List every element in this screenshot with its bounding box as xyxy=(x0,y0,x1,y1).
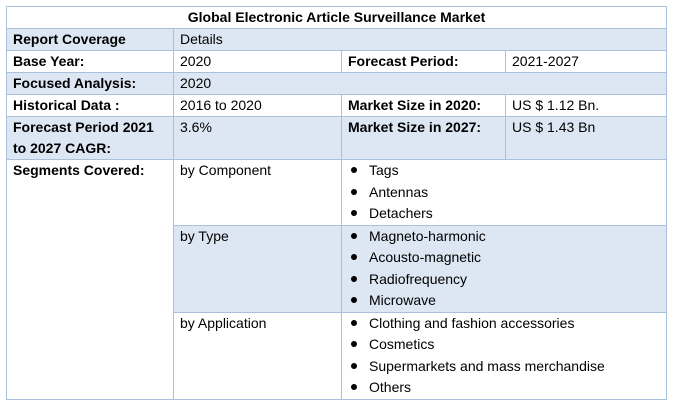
list-item: Microwave xyxy=(348,290,660,312)
segments-covered-label: Segments Covered: xyxy=(6,159,174,400)
list-item: Supermarkets and mass merchandise xyxy=(348,356,660,378)
segment-items-cell: Tags Antennas Detachers xyxy=(340,159,668,226)
bullet-icon xyxy=(351,210,357,216)
report-coverage-value: Details xyxy=(172,28,668,51)
forecast-cagr-label: Forecast Period 2021 to 2027 CAGR: xyxy=(6,116,174,160)
market-size-2027-label: Market Size in 2027: xyxy=(341,116,506,160)
segment-list: Magneto-harmonic Acousto-magnetic Radiof… xyxy=(348,226,660,312)
list-item-label: Cosmetics xyxy=(369,336,435,352)
forecast-period-label: Forecast Period: xyxy=(341,50,506,73)
base-year-row: Base Year: 2020 Forecast Period: 2021-20… xyxy=(6,50,668,73)
bullet-icon xyxy=(351,188,357,195)
segment-application-row: by Application Clothing and fashion acce… xyxy=(7,311,668,400)
focused-analysis-label: Focused Analysis: xyxy=(6,72,174,95)
historical-data-value: 2016 to 2020 xyxy=(173,94,342,117)
bullet-icon xyxy=(351,254,357,260)
bullet-icon xyxy=(351,384,357,390)
title-row: Global Electronic Article Surveillance M… xyxy=(5,6,668,29)
report-coverage-row: Report Coverage Details xyxy=(6,28,668,51)
market-size-2020-label: Market Size in 2020: xyxy=(341,94,506,117)
list-item: Acousto-magnetic xyxy=(348,247,660,269)
list-item: Detachers xyxy=(348,203,660,225)
segment-group-name: by Application xyxy=(173,311,342,400)
bullet-icon xyxy=(351,297,357,303)
list-item: Magneto-harmonic xyxy=(348,226,660,248)
list-item: Cosmetics xyxy=(348,334,660,356)
base-year-label: Base Year: xyxy=(6,50,174,73)
bullet-icon xyxy=(351,167,357,173)
segment-component-row: Segments Covered: by Component Tags Ante… xyxy=(6,159,668,400)
report-coverage-label: Report Coverage xyxy=(6,28,174,51)
historical-data-row: Historical Data : 2016 to 2020 Market Si… xyxy=(6,94,668,117)
segment-type-row: by Type Magneto-harmonic Acousto-magneti… xyxy=(7,224,668,313)
market-size-2020-value: US $ 1.12 Bn. xyxy=(504,94,668,117)
list-item-label: Microwave xyxy=(369,292,436,308)
segment-list: Tags Antennas Detachers xyxy=(348,160,660,225)
table-title: Global Electronic Article Surveillance M… xyxy=(5,6,668,29)
bullet-icon xyxy=(351,319,357,326)
list-item-label: Clothing and fashion accessories xyxy=(369,314,575,331)
bullet-icon xyxy=(351,341,357,347)
list-item-label: Radiofrequency xyxy=(369,270,468,287)
focused-analysis-value: 2020 xyxy=(172,72,668,95)
list-item: Radiofrequency xyxy=(348,269,660,291)
base-year-value: 2020 xyxy=(173,50,342,73)
list-item-label: Antennas xyxy=(369,183,429,200)
segment-items-cell: Clothing and fashion accessories Cosmeti… xyxy=(340,311,668,400)
list-item-label: Others xyxy=(369,379,412,395)
bullet-icon xyxy=(351,362,357,369)
forecast-period-value: 2021-2027 xyxy=(504,50,668,73)
forecast-cagr-value: 3.6% xyxy=(173,116,342,160)
list-item-label: Tags xyxy=(369,162,399,178)
list-item-label: Magneto-harmonic xyxy=(369,227,486,244)
segment-group-name: by Type xyxy=(173,224,342,313)
list-item: Clothing and fashion accessories xyxy=(348,313,660,335)
list-item: Antennas xyxy=(348,182,660,204)
list-item: Tags xyxy=(348,160,660,182)
bullet-icon xyxy=(351,275,357,282)
list-item: Others xyxy=(348,377,660,399)
list-item-label: Acousto-magnetic xyxy=(369,249,482,265)
list-item-label: Detachers xyxy=(369,205,433,221)
market-size-2027-value: US $ 1.43 Bn xyxy=(504,116,668,160)
historical-data-label: Historical Data : xyxy=(6,94,174,117)
bullet-icon xyxy=(351,232,357,239)
segment-group-name: by Component xyxy=(173,159,342,226)
list-item-label: Supermarkets and mass merchandise xyxy=(369,357,605,374)
forecast-cagr-row: Forecast Period 2021 to 2027 CAGR: 3.6% … xyxy=(6,116,668,160)
focused-analysis-row: Focused Analysis: 2020 xyxy=(6,72,668,95)
market-report-table: Global Electronic Article Surveillance M… xyxy=(5,6,668,400)
segment-list: Clothing and fashion accessories Cosmeti… xyxy=(348,313,660,399)
segment-items-cell: Magneto-harmonic Acousto-magnetic Radiof… xyxy=(340,224,668,313)
